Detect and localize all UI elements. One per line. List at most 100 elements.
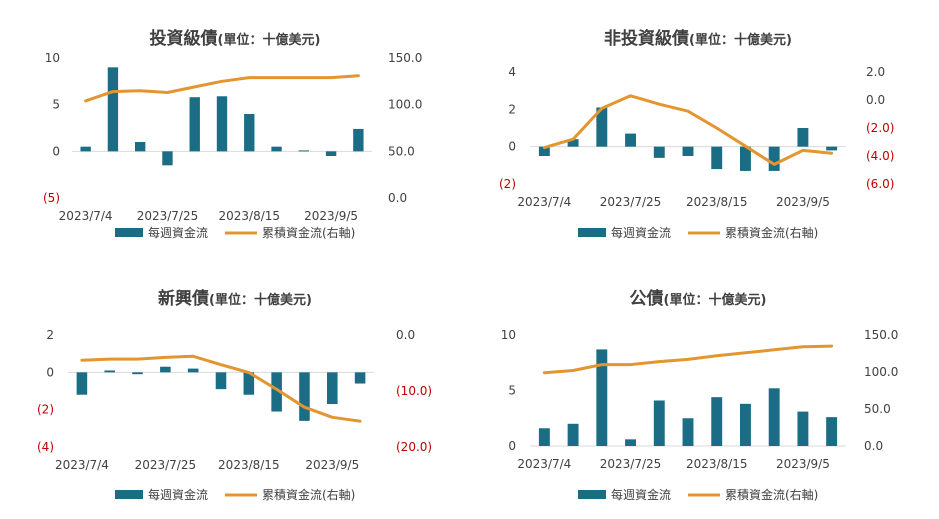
legend: 每週資金流 累積資金流(右軸) bbox=[578, 487, 818, 502]
x-tick-label: 2023/7/4 bbox=[517, 457, 571, 471]
y-right-tick-label: 50.0 bbox=[864, 402, 891, 416]
bar-weekly-flow bbox=[596, 107, 608, 147]
legend-line-label: 累積資金流(右軸) bbox=[262, 225, 355, 240]
chart-title-unit: (單位：十億美元) bbox=[664, 292, 767, 308]
y-right-tick-label: 100.0 bbox=[864, 365, 898, 379]
y-right-tick-label: (10.0) bbox=[396, 384, 432, 398]
line-cumulative-flow bbox=[542, 94, 834, 166]
chart-title-main: 非投資級債 bbox=[604, 28, 689, 49]
y-right-tick-label: 150.0 bbox=[864, 328, 898, 342]
bar-weekly-flow bbox=[739, 146, 751, 171]
legend-line-label: 累積資金流(右軸) bbox=[262, 487, 355, 502]
legend-bar-swatch bbox=[578, 228, 606, 237]
bar-weekly-flow bbox=[162, 151, 173, 166]
bar-weekly-flow bbox=[768, 146, 780, 171]
bar-weekly-flow bbox=[826, 146, 838, 151]
legend-bar-label: 每週資金流 bbox=[611, 487, 671, 502]
y-left-tick-label: 0 bbox=[508, 439, 516, 453]
x-tick-label: 2023/8/15 bbox=[686, 195, 748, 209]
bar-weekly-flow bbox=[353, 128, 364, 152]
y-right-tick-label: (4.0) bbox=[866, 149, 894, 163]
x-tick-label: 2023/7/25 bbox=[600, 457, 662, 471]
x-tick-label: 2023/9/5 bbox=[776, 195, 830, 209]
bar-weekly-flow bbox=[104, 370, 116, 373]
bar-weekly-flow bbox=[215, 372, 227, 390]
y-right-tick-label: (6.0) bbox=[866, 177, 894, 191]
legend-bar-swatch bbox=[115, 490, 143, 499]
chart-title: 非投資級債(單位：十億美元) bbox=[604, 28, 792, 49]
y-left-tick-label: 10 bbox=[501, 328, 516, 342]
y-left-tick-label: 2 bbox=[508, 102, 516, 116]
y-right-tick-label: 100.0 bbox=[388, 98, 422, 112]
bar-weekly-flow bbox=[538, 428, 550, 446]
y-right-tick-label: (2.0) bbox=[866, 121, 894, 135]
bar-weekly-flow bbox=[682, 418, 694, 446]
y-left-tick-label: (2) bbox=[37, 403, 54, 417]
bar-weekly-flow bbox=[567, 139, 579, 147]
bar-weekly-flow bbox=[271, 146, 282, 152]
x-tick-label: 2023/9/5 bbox=[776, 457, 830, 471]
bar-weekly-flow bbox=[243, 372, 255, 395]
bar-weekly-flow bbox=[653, 400, 665, 446]
y-left-tick-label: 0 bbox=[46, 365, 54, 379]
bar-weekly-flow bbox=[216, 96, 228, 152]
chart-title-main: 公債 bbox=[630, 288, 664, 309]
x-tick-label: 2023/8/15 bbox=[218, 458, 280, 472]
x-tick-label: 2023/7/4 bbox=[55, 458, 109, 472]
chart-title: 公債(單位：十億美元) bbox=[630, 288, 767, 309]
bar-weekly-flow bbox=[596, 349, 608, 446]
y-left-tick-label: 4 bbox=[508, 65, 516, 79]
x-tick-label: 2023/7/25 bbox=[600, 195, 662, 209]
chart-panel-3: 新興債(單位：十億美元) 2 0 (2) (4) 0.0 (10.0) (20.0) 2023/… bbox=[37, 288, 432, 502]
bar-weekly-flow bbox=[653, 146, 665, 158]
bar-weekly-flow bbox=[299, 372, 310, 421]
bar-weekly-flow bbox=[768, 388, 780, 446]
legend-bar-swatch bbox=[578, 490, 606, 499]
x-tick-label: 2023/7/25 bbox=[137, 209, 199, 223]
y-left-tick-label: 10 bbox=[45, 51, 60, 65]
bar-weekly-flow bbox=[739, 403, 751, 446]
legend-bar-swatch bbox=[115, 228, 143, 237]
legend-line-label: 累積資金流(右軸) bbox=[725, 487, 818, 502]
bar-weekly-flow bbox=[625, 439, 637, 446]
y-left-tick-label: (2) bbox=[499, 177, 516, 191]
y-left-tick-label: 5 bbox=[52, 98, 60, 112]
bar-weekly-flow bbox=[326, 372, 338, 405]
y-left-tick-label: 2 bbox=[46, 328, 54, 342]
y-left-tick-label: (5) bbox=[43, 191, 60, 205]
bar-weekly-flow bbox=[625, 133, 637, 147]
chart-panel-4: 公債(單位：十億美元) 10 5 0 150.0 100.0 50.0 0.0 2023/7/4… bbox=[501, 288, 899, 502]
chart-title-main: 新興債 bbox=[158, 288, 209, 309]
bar-weekly-flow bbox=[797, 128, 809, 147]
legend-bar-label: 每週資金流 bbox=[148, 225, 208, 240]
bar-weekly-flow bbox=[244, 114, 255, 152]
y-left-tick-label: 0 bbox=[52, 144, 60, 158]
bar-weekly-flow bbox=[107, 67, 119, 152]
chart-panel-1: 投資級債(單位：十億美元) 10 5 0 (5) 150.0 100.0 50.0 0.0 202… bbox=[43, 28, 422, 240]
line-cumulative-flow bbox=[80, 354, 362, 423]
chart-title-unit: (單位：十億美元) bbox=[218, 32, 321, 48]
bar-weekly-flow bbox=[76, 372, 88, 395]
bar-weekly-flow bbox=[354, 372, 366, 384]
legend: 每週資金流 累積資金流(右軸) bbox=[115, 487, 355, 502]
bar-weekly-flow bbox=[682, 146, 694, 156]
chart-panel-2: 非投資級債(單位：十億美元) 4 2 0 (2) 2.0 0.0 (2.0) (4.0) (6.0… bbox=[499, 28, 894, 240]
bar-weekly-flow bbox=[567, 423, 579, 446]
line-cumulative-flow bbox=[542, 344, 834, 375]
legend-bar-label: 每週資金流 bbox=[611, 225, 671, 240]
y-right-tick-label: 0.0 bbox=[388, 191, 407, 205]
legend: 每週資金流 累積資金流(右軸) bbox=[115, 225, 355, 240]
bar-weekly-flow bbox=[187, 368, 199, 373]
bar-weekly-flow bbox=[271, 372, 282, 412]
legend-bar-label: 每週資金流 bbox=[148, 487, 208, 502]
x-tick-label: 2023/8/15 bbox=[219, 209, 281, 223]
y-right-tick-label: 50.0 bbox=[388, 144, 415, 158]
chart-title-main: 投資級債 bbox=[150, 28, 218, 49]
bar-weekly-flow bbox=[160, 366, 171, 373]
bar-weekly-flow bbox=[189, 97, 200, 152]
y-left-tick-label: 5 bbox=[508, 384, 516, 398]
legend: 每週資金流 累積資金流(右軸) bbox=[578, 225, 818, 240]
y-right-tick-label: 150.0 bbox=[388, 51, 422, 65]
x-tick-label: 2023/7/4 bbox=[517, 195, 571, 209]
